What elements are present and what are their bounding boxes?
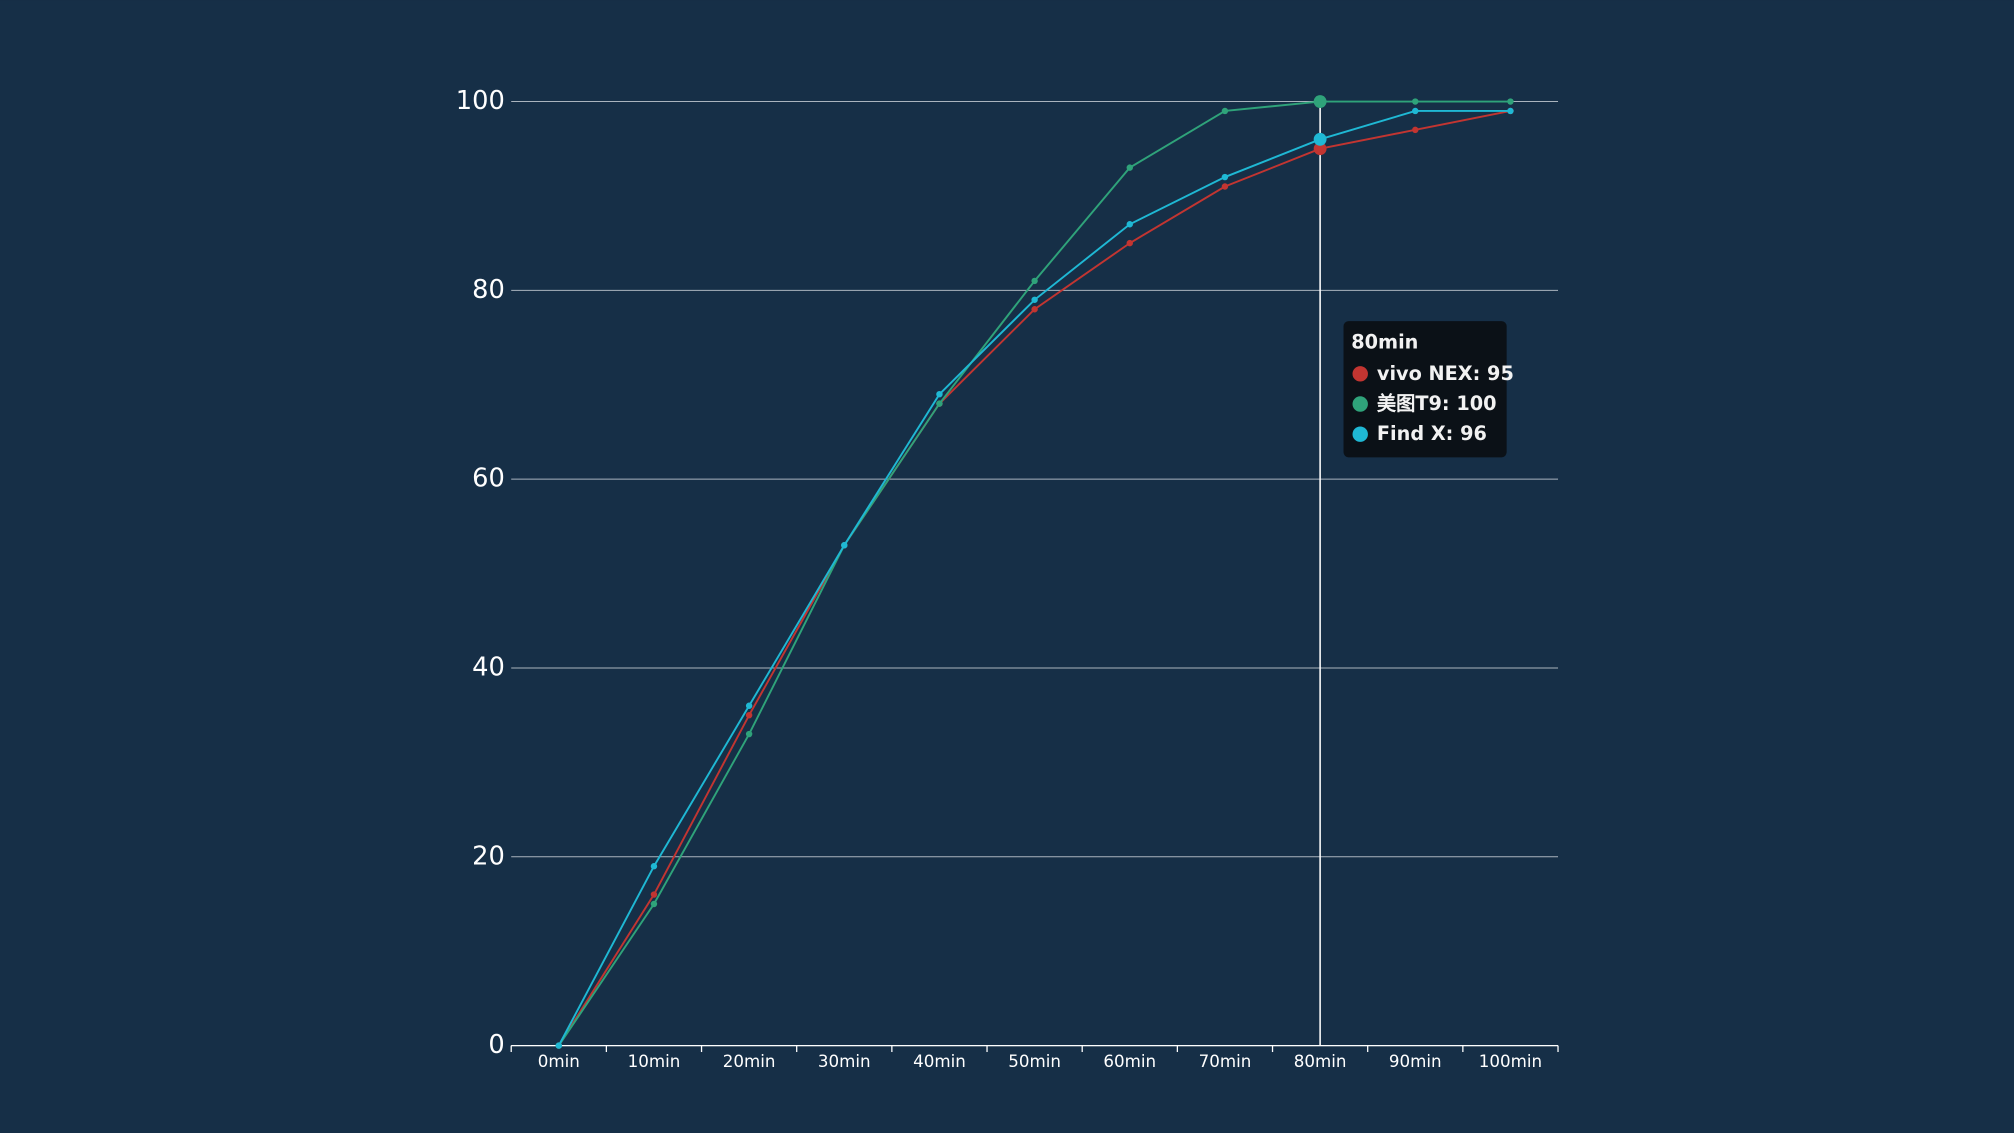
x-tick-label: 70min (1199, 1052, 1252, 1071)
tooltip: 80min vivo NEX: 95 美图T9: 100 Find X: 96 (1343, 321, 1514, 458)
tooltip-marker (1352, 426, 1368, 442)
x-tick-label: 60min (1103, 1052, 1156, 1071)
data-point (1031, 296, 1038, 303)
x-tick-label: 90min (1389, 1052, 1442, 1071)
tooltip-value: 96 (1460, 422, 1487, 445)
y-tick-label: 40 (472, 652, 505, 682)
tooltip-value: 95 (1487, 361, 1514, 384)
data-point (745, 730, 753, 738)
data-point (841, 542, 848, 549)
data-point (1126, 239, 1133, 247)
data-point (936, 400, 943, 407)
y-tick-label: 60 (472, 464, 505, 494)
data-point (1221, 183, 1229, 190)
tooltip-separator: : (1473, 361, 1487, 384)
data-point (1412, 98, 1419, 105)
data-point (1313, 95, 1327, 108)
data-point (1221, 173, 1229, 181)
tooltip-entry: 美图T9: 100 (1377, 392, 1497, 415)
data-point (650, 863, 658, 870)
y-tick-label: 80 (472, 275, 505, 305)
data-point (650, 900, 658, 908)
tooltip-title: 80min (1351, 331, 1418, 354)
tooltip-value: 100 (1456, 392, 1496, 415)
y-tick-label: 0 (488, 1030, 504, 1060)
data-point (1126, 164, 1133, 171)
x-tick-label: 30min (818, 1052, 871, 1071)
data-point (1031, 277, 1038, 285)
data-point (555, 1042, 563, 1049)
x-tick-label: 50min (1008, 1052, 1061, 1071)
data-point (1221, 107, 1229, 115)
tooltip-separator: : (1446, 422, 1460, 445)
tooltip-entry: Find X: 96 (1377, 422, 1487, 445)
data-point (1507, 107, 1514, 115)
data-point (745, 711, 753, 719)
tooltip-entry: vivo NEX: 95 (1377, 361, 1514, 384)
x-tick-label: 40min (913, 1052, 966, 1071)
tooltip-series-name: Find X (1377, 422, 1446, 445)
data-point (1313, 142, 1327, 156)
data-point (1126, 221, 1133, 228)
x-tick-label: 0min (538, 1052, 580, 1071)
data-point (650, 891, 658, 898)
data-point (1412, 107, 1419, 115)
x-tick-label: 20min (723, 1052, 776, 1071)
tooltip-marker (1352, 396, 1368, 412)
y-tick-label: 20 (472, 841, 505, 871)
x-tick-label: 80min (1294, 1052, 1347, 1071)
x-tick-label: 100min (1479, 1052, 1542, 1071)
data-point (745, 702, 753, 709)
data-point (1507, 98, 1514, 105)
tooltip-box (1343, 321, 1507, 458)
tooltip-series-name: 美图T9 (1377, 392, 1442, 415)
y-tick-label: 100 (456, 86, 505, 116)
x-tick-label: 10min (628, 1052, 681, 1071)
tooltip-separator: : (1442, 392, 1456, 415)
data-point (936, 390, 943, 398)
data-point (1412, 126, 1419, 134)
data-point (1313, 132, 1327, 146)
tooltip-marker (1352, 366, 1368, 382)
tooltip-series-name: vivo NEX (1377, 361, 1473, 384)
data-point (1031, 306, 1038, 313)
plot-area: 0 20 40 60 80 100 0min 10min 20min 30min 40min 50mi… (456, 86, 1559, 1071)
